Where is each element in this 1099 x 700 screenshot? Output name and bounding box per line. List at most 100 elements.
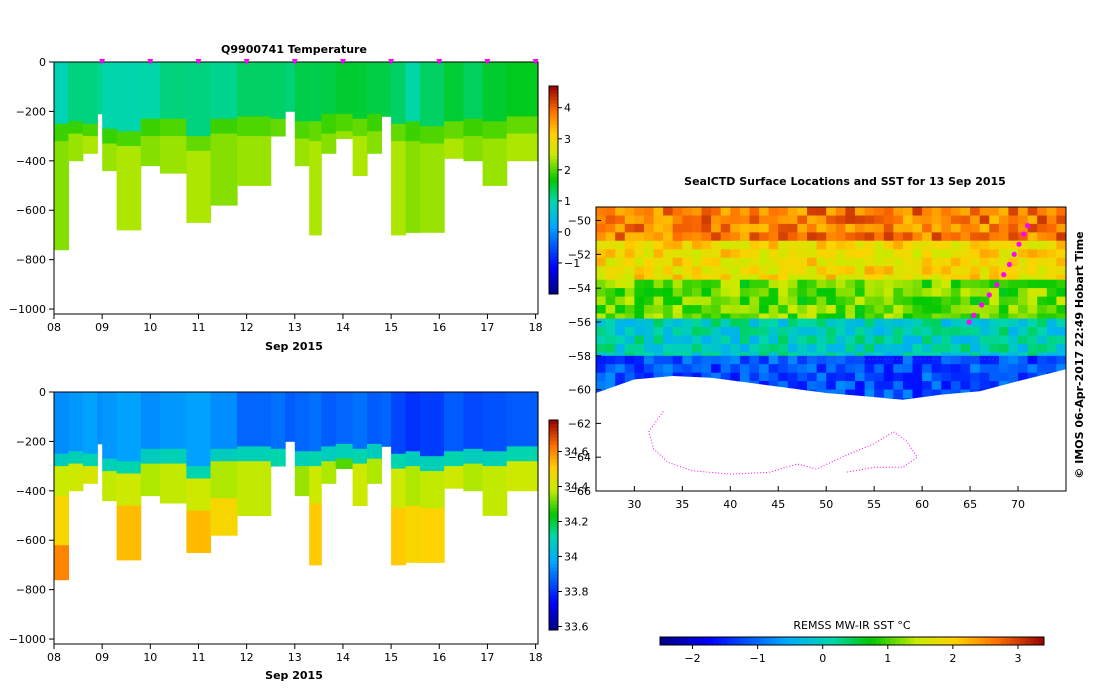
- colorbar-segment: [549, 172, 558, 177]
- temperature-xlabel: Sep 2015: [265, 340, 323, 353]
- sst-colorbar-segment: [986, 637, 992, 645]
- profile-marker: [147, 59, 154, 65]
- sst-cell: [644, 207, 655, 217]
- sst-cell: [883, 372, 894, 382]
- sst-cell: [1037, 318, 1048, 328]
- sst-cell: [711, 215, 722, 225]
- sst-cell: [864, 327, 875, 337]
- salinity-panel: 08 09 10 11 12 13 14 15 16 17 180−200−400−600−800−…: [9, 386, 589, 682]
- sst-cell: [912, 305, 923, 315]
- sst-cell: [941, 266, 952, 276]
- sst-cell: [1056, 313, 1066, 323]
- colorbar-segment: [549, 120, 558, 125]
- sst-cell: [931, 305, 942, 315]
- sst-cell: [759, 274, 770, 284]
- sst-cell: [941, 223, 952, 233]
- x-tick-label: 17: [480, 651, 494, 664]
- profile-cell: [444, 451, 464, 467]
- sst-cell: [691, 364, 703, 374]
- sst-cell: [931, 274, 942, 284]
- sst-cell: [941, 305, 952, 315]
- sst-cell: [624, 305, 635, 315]
- sst-colorbar-segment: [976, 637, 983, 645]
- sst-cell: [835, 240, 846, 250]
- colorbar-segment: [549, 420, 558, 424]
- sst-cell: [701, 266, 712, 276]
- sst-cell: [653, 232, 664, 242]
- colorbar-segment: [549, 497, 558, 501]
- sst-cell: [759, 215, 770, 225]
- sst-cell: [855, 313, 866, 323]
- sst-cell: [874, 288, 885, 298]
- sst-cell: [912, 381, 923, 391]
- sst-cell: [711, 398, 722, 400]
- sst-cell: [1037, 355, 1048, 365]
- seal-track-point: [971, 312, 977, 318]
- colorbar-segment: [549, 483, 558, 487]
- sst-cell: [701, 327, 712, 337]
- sst-cell: [596, 257, 607, 267]
- sst-cell: [931, 313, 942, 323]
- colorbar-segment: [549, 165, 558, 170]
- sst-cell: [653, 355, 664, 365]
- lon-tick-label: 30: [627, 498, 641, 511]
- colorbar-segment: [549, 228, 558, 233]
- sst-cell: [922, 232, 933, 242]
- sst-cell: [739, 343, 751, 353]
- sst-colorbar-segment: [1039, 637, 1045, 645]
- sst-cell: [893, 257, 904, 267]
- sst-cell: [970, 296, 981, 306]
- profile-marker: [388, 59, 395, 65]
- y-tick-label: −800: [16, 254, 46, 267]
- sst-cell: [893, 279, 904, 289]
- sst-cell: [845, 364, 856, 374]
- sst-cell: [615, 327, 626, 337]
- colorbar-segment: [549, 525, 558, 529]
- sst-cell: [864, 288, 875, 298]
- sst-cell: [874, 257, 885, 267]
- sst-cell: [979, 335, 990, 345]
- x-tick-label: 08: [47, 651, 61, 664]
- sst-cell: [644, 398, 655, 400]
- sst-cell: [855, 249, 866, 259]
- profile-cell: [237, 446, 272, 462]
- sst-cell: [950, 215, 962, 225]
- sst-cell: [701, 381, 712, 391]
- sst-cell: [615, 223, 626, 233]
- sst-cell: [672, 389, 683, 399]
- sst-colorbar-segment: [756, 637, 762, 645]
- sst-cell: [960, 335, 971, 345]
- sst-cell: [1037, 296, 1048, 306]
- sst-cell: [960, 257, 971, 267]
- sst-cell: [835, 372, 846, 382]
- sst-cell: [672, 372, 683, 382]
- sst-cell: [998, 305, 1010, 315]
- sst-cell: [980, 407, 990, 416]
- colorbar-segment: [549, 549, 558, 554]
- sst-cell: [596, 313, 607, 323]
- colorbar-segment: [549, 186, 558, 191]
- sst-cell: [883, 232, 894, 242]
- sst-cell: [960, 288, 971, 298]
- sst-colorbar-segment: [698, 637, 704, 645]
- sst-cell: [615, 249, 626, 259]
- sst-cell: [787, 207, 798, 217]
- sst-cell: [912, 223, 923, 233]
- sst-cell: [845, 343, 856, 353]
- sst-cell: [730, 232, 741, 242]
- sst-cell: [663, 407, 673, 416]
- sst-cell: [797, 364, 808, 374]
- sst-cell: [931, 223, 942, 233]
- sst-cell: [855, 296, 866, 306]
- profile-cell: [160, 136, 188, 174]
- sst-map-data: [596, 207, 1066, 475]
- sst-cell: [960, 381, 971, 391]
- sst-cell: [644, 372, 655, 382]
- sst-colorbar-segment: [1010, 637, 1016, 645]
- sst-colorbar-segment: [684, 637, 690, 645]
- colorbar-segment: [549, 469, 558, 473]
- sst-cell: [1018, 232, 1029, 242]
- profile-cell: [102, 128, 118, 144]
- profile-cell: [405, 141, 421, 233]
- sst-cell: [797, 355, 808, 365]
